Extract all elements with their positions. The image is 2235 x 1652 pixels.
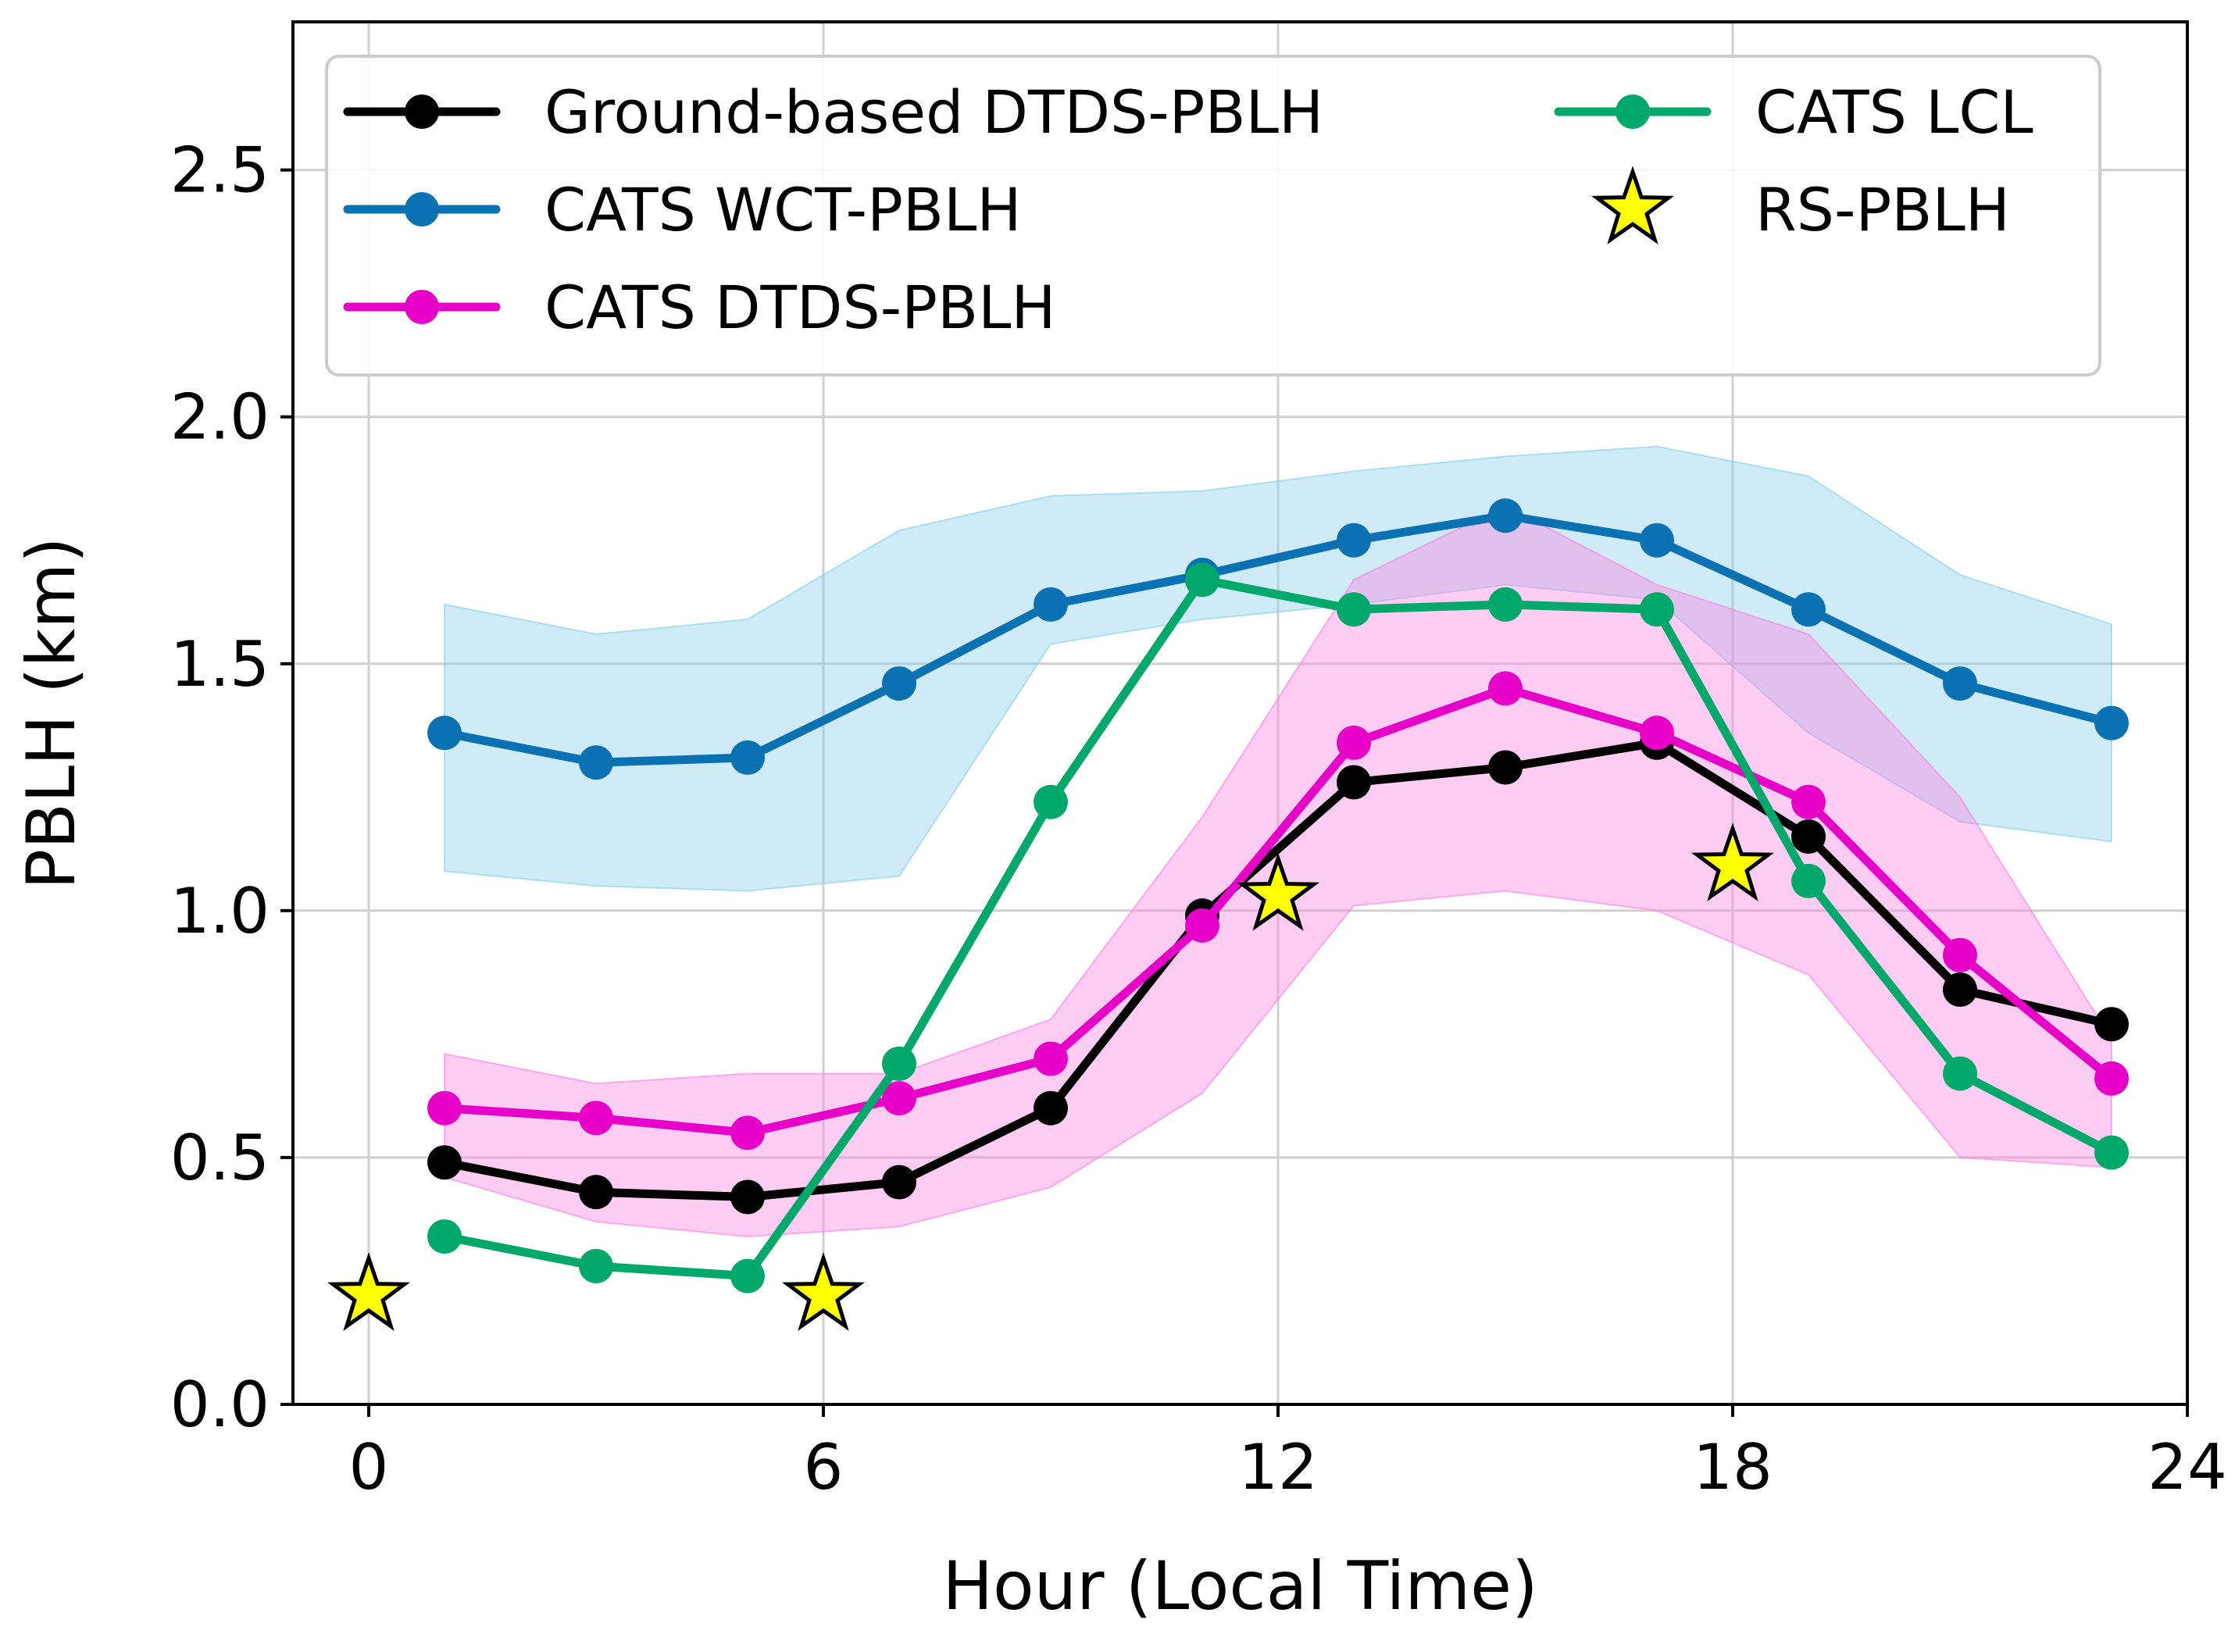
legend-entry-lcl: CATS LCL <box>1554 77 2033 147</box>
data-point-lcl <box>579 1249 613 1283</box>
x-tick-label: 6 <box>804 1431 844 1504</box>
data-point-wct <box>427 715 462 751</box>
data-point-lcl <box>1034 784 1068 819</box>
data-point-ground <box>1488 750 1523 785</box>
data-point-wct <box>579 745 613 780</box>
legend-marker-wct <box>405 192 439 227</box>
legend-entry-wct: CATS WCT-PBLH <box>343 175 1022 244</box>
data-point-wct <box>1488 498 1523 533</box>
data-point-wct <box>1640 523 1674 558</box>
data-point-dtds <box>730 1115 765 1151</box>
legend-label-lcl: CATS LCL <box>1755 77 2033 147</box>
legend-star-icon <box>1591 166 1675 245</box>
x-tick-label: 24 <box>2148 1431 2227 1504</box>
series-line-wct <box>440 511 2116 767</box>
data-point-lcl <box>1337 592 1371 627</box>
data-point-wct <box>1034 587 1068 622</box>
data-point-wct <box>882 666 916 701</box>
legend-label-ground: Ground-based DTDS-PBLH <box>544 77 1323 147</box>
series-lcl <box>427 562 2129 1293</box>
legend: Ground-based DTDS-PBLH CATS WCT-PBLH CATS … <box>325 55 2101 376</box>
data-point-dtds <box>1943 937 1977 972</box>
data-point-lcl <box>1791 863 1826 898</box>
rs-pblh-stars <box>327 822 1775 1332</box>
legend-label-rs-pblh: RS-PBLH <box>1755 175 2010 244</box>
rs-pblh-star <box>1691 822 1775 902</box>
data-point-ground <box>882 1165 916 1200</box>
data-point-lcl <box>2094 1135 2129 1170</box>
data-point-ground <box>427 1145 462 1180</box>
data-point-dtds <box>1791 784 1826 819</box>
axes-ticks: 0 6 12 18 24 0.0 0.5 1.0 1.5 2.0 2.5 <box>170 134 2227 1504</box>
data-point-wct <box>2094 705 2129 740</box>
series-lines <box>427 498 2129 1293</box>
data-point-lcl <box>1488 587 1523 622</box>
series-line-ground <box>440 738 2116 1201</box>
y-axis-label: PBLH (km) <box>12 537 91 889</box>
series-line-lcl <box>440 575 2116 1281</box>
data-point-ground <box>730 1179 765 1215</box>
legend-marker-dtds <box>405 290 439 324</box>
y-tick-label: 2.5 <box>170 134 270 207</box>
data-point-ground <box>2094 1007 2129 1042</box>
data-point-dtds <box>882 1081 916 1116</box>
rs-pblh-star <box>327 1252 411 1332</box>
data-point-dtds <box>1185 908 1219 943</box>
data-point-ground <box>1034 1090 1068 1126</box>
data-point-dtds <box>1640 715 1674 751</box>
y-tick-label: 1.5 <box>170 628 270 701</box>
legend-label-wct: CATS WCT-PBLH <box>544 175 1022 244</box>
data-point-wct <box>1791 592 1826 627</box>
series-dtds <box>427 671 2129 1151</box>
data-point-dtds <box>579 1101 613 1136</box>
y-tick-label: 1.0 <box>170 875 270 947</box>
data-point-ground <box>1943 972 1977 1007</box>
data-point-dtds <box>1034 1041 1068 1076</box>
data-point-ground <box>1337 765 1371 800</box>
legend-marker-lcl <box>1616 95 1650 129</box>
data-point-dtds <box>1337 725 1371 760</box>
y-tick-label: 0.5 <box>170 1122 270 1194</box>
x-axis-label: Hour (Local Time) <box>942 1547 1537 1625</box>
series-ground <box>427 725 2129 1215</box>
data-point-lcl <box>1185 562 1219 598</box>
x-tick-label: 12 <box>1238 1431 1318 1504</box>
data-point-ground <box>1791 819 1826 855</box>
data-point-ground <box>579 1175 613 1210</box>
data-point-wct <box>730 740 765 775</box>
y-tick-label: 0.0 <box>170 1368 270 1441</box>
x-tick-label: 18 <box>1693 1431 1773 1504</box>
rs-pblh-star <box>781 1252 866 1332</box>
plot-frame <box>291 20 2189 1406</box>
rs-pblh-star <box>1236 852 1320 931</box>
data-point-dtds <box>427 1090 462 1126</box>
data-point-lcl <box>1943 1056 1977 1091</box>
x-tick-label: 0 <box>349 1431 389 1504</box>
data-point-dtds <box>1488 671 1523 706</box>
legend-box <box>325 55 2101 376</box>
data-point-wct <box>1943 666 1977 701</box>
data-point-lcl <box>730 1258 765 1293</box>
data-point-lcl <box>1640 592 1674 627</box>
legend-entry-dtds: CATS DTDS-PBLH <box>343 273 1056 342</box>
legend-marker-ground <box>405 95 439 129</box>
data-point-wct <box>1337 523 1371 558</box>
legend-label-dtds: CATS DTDS-PBLH <box>544 273 1056 342</box>
data-point-lcl <box>427 1219 462 1254</box>
series-line-dtds <box>440 683 2116 1137</box>
y-tick-label: 2.0 <box>170 381 270 454</box>
legend-entry-rs-pblh: RS-PBLH <box>1591 166 2010 245</box>
data-point-lcl <box>882 1046 916 1081</box>
legend-entry-ground: Ground-based DTDS-PBLH <box>343 77 1323 147</box>
data-point-dtds <box>2094 1061 2129 1096</box>
